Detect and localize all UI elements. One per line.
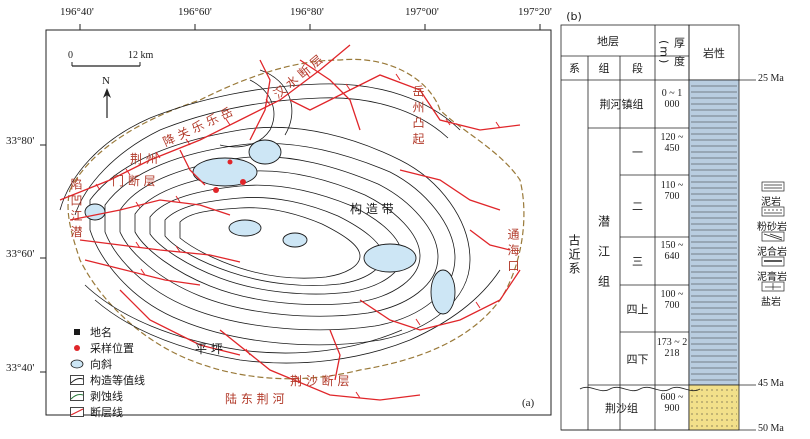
legend-fault: 断层线 (70, 405, 123, 419)
thickness-member-2: 110 ~ 700 (660, 180, 684, 202)
fault-lines (59, 44, 521, 401)
formation-jinghezhen: 荆河镇组 (599, 98, 644, 111)
map-canvas (40, 24, 552, 416)
strat-panel-label: (b) (566, 9, 582, 23)
erosion-line-icon (70, 391, 84, 401)
lat-label-1: 33°80' (6, 135, 35, 147)
formation-qianjiang: 潜江组 (596, 215, 611, 305)
thickness-member-4-lower: 173 ~ 2 218 (656, 337, 688, 359)
label-qianjiang-trough: 陷 凹 江 潜 (69, 178, 83, 238)
square-marker-icon (74, 329, 80, 335)
lat-label-2: 33°60' (6, 248, 35, 260)
north-arrow-icon (103, 88, 111, 118)
lith-legend-siltstone: 粉砂岩 (757, 222, 787, 233)
thickness-member-3: 150 ~ 640 (660, 240, 684, 262)
age-ticks (739, 79, 756, 431)
header-lithology: 岩性 (703, 47, 725, 60)
strat-panel: 地层 系 组 段 厚 度 (m) 岩性 (b) 古近系 荆河镇组 潜江组 荆沙组… (560, 0, 810, 439)
lith-legend-swatches (761, 181, 785, 292)
map-panel: 196°40' 196°60' 196°80' 197°00' 197°20' … (6, 6, 552, 419)
label-jingsha-fault: 荆 沙 断 层 (290, 374, 350, 388)
erosion-boundary (67, 58, 525, 380)
scale-bar (71, 62, 141, 67)
label-jingzhou: 荆 州 (130, 152, 158, 166)
contour-line-icon (70, 375, 84, 385)
lon-label-5: 197°20' (518, 6, 552, 18)
label-pingshan: 平 坪 (195, 342, 223, 356)
member-4-upper: 四上 (626, 302, 649, 316)
label-yuezhou: 岳 州 凸 起 (411, 85, 425, 145)
lith-legend-mudstone: 泥岩 (761, 197, 781, 208)
member-3: 三 (632, 255, 643, 268)
header-system: 系 (569, 62, 580, 75)
member-2: 二 (632, 200, 643, 213)
lon-label-2: 196°60' (178, 6, 212, 18)
label-central: 构 造 带 (350, 202, 394, 216)
strat-column-canvas (560, 24, 785, 431)
lithology-column (688, 79, 740, 431)
legend-contour: 构造等值线 (70, 373, 145, 387)
lon-label-3: 196°80' (290, 6, 324, 18)
thickness-jinghezhen: 0 ~ 1 000 (661, 88, 683, 110)
map-panel-label: (a) (522, 397, 535, 409)
label-tonghai: 通 海 口 (506, 228, 520, 272)
legend-syncline: 向斜 (70, 357, 112, 371)
formation-jingsha: 荆沙组 (605, 401, 638, 415)
sample-locations (213, 159, 246, 193)
label-ludong: 陆 东 荆 河 (225, 392, 285, 406)
lithology-pattern (691, 85, 737, 427)
thickness-member-1: 120 ~ 450 (660, 132, 684, 154)
legend-erosion: 剥蚀线 (70, 389, 123, 403)
thickness-member-4-upper: 100 ~ 700 (660, 289, 684, 311)
member-4-lower: 四下 (626, 352, 649, 366)
map-ticks (40, 24, 541, 373)
age-middle: 45 Ma (758, 378, 784, 389)
thickness-jingsha: 600 ~ 900 (660, 392, 684, 414)
red-fault-icon (70, 407, 84, 417)
contour-lines (59, 69, 501, 364)
fault-ticks (95, 71, 501, 399)
scale-end-label: 12 km (128, 50, 154, 61)
header-strata: 地层 (597, 35, 619, 48)
unconformity-line (579, 386, 701, 392)
lon-label-4: 197°00' (405, 6, 439, 18)
scale-start-label: 0 (68, 50, 73, 61)
age-top: 25 Ma (758, 73, 784, 84)
map-frame (45, 29, 552, 416)
lat-label-3: 33°40' (6, 362, 35, 374)
red-dot-icon (74, 345, 80, 351)
lith-legend-mixed: 泥合岩 (757, 247, 787, 258)
age-bottom: 50 Ma (758, 423, 784, 434)
lith-legend-gypsum: 泥膏岩 (757, 272, 787, 283)
system-paleogene: 古近系 (567, 234, 581, 276)
lith-legend-salt: 盐岩 (761, 297, 781, 308)
header-thickness: 厚 度 (m) (657, 37, 686, 69)
lon-label-1: 196°40' (60, 6, 94, 18)
legend-place: 地名 (70, 325, 112, 339)
north-label: N (102, 75, 110, 87)
syncline-areas (84, 139, 456, 315)
legend-sample: 采样位置 (70, 341, 134, 355)
member-1: 一 (632, 145, 643, 159)
header-member: 段 (632, 62, 643, 75)
label-jingmen: 门 断 层 (112, 174, 156, 188)
syncline-icon (70, 359, 84, 369)
header-formation: 组 (598, 62, 610, 75)
